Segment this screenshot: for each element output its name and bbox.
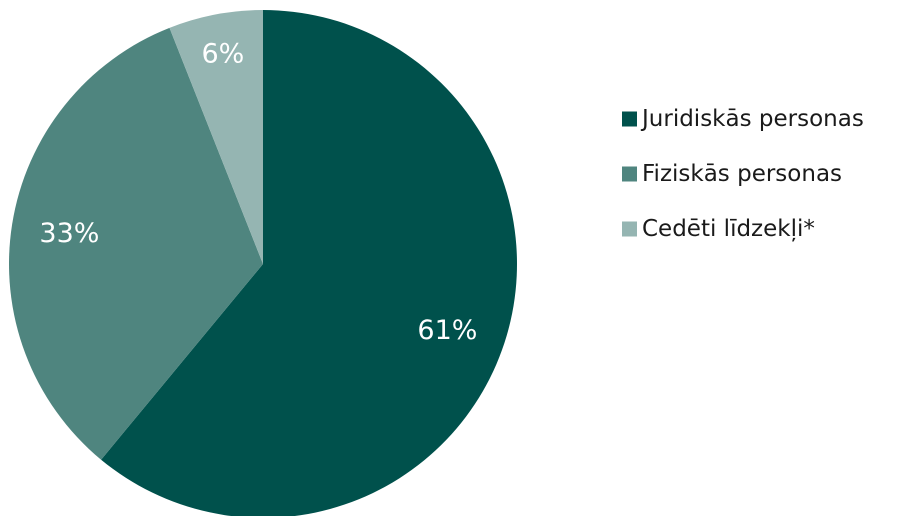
legend-swatch [622, 166, 637, 182]
legend-swatch [622, 221, 637, 237]
slice-value-label-fiziskas-personas: 33% [39, 218, 99, 249]
legend-label: Fiziskās personas [642, 161, 842, 187]
legend-label: Juridiskās personas [640, 106, 864, 132]
pie-slice-cedeti-lidzekli [169, 10, 263, 264]
pie-slice-fiziskas-personas [9, 27, 264, 460]
legend-label: Cedēti līdzekļi* [642, 216, 815, 242]
slice-value-label-juridiskas-personas: 61% [417, 315, 477, 346]
legend-item-juridiskas-personas: Juridiskās personas [622, 106, 864, 132]
legend: Juridiskās personas Fiziskās personas Cedē… [622, 106, 864, 242]
slice-value-labels: 61% 33% 6% [39, 38, 477, 346]
legend-swatch [622, 111, 637, 127]
pie-slice-juridiskas-personas [101, 10, 517, 516]
legend-item-cedeti-lidzekli: Cedēti līdzekļi* [622, 216, 815, 242]
pie-slices [9, 10, 517, 516]
slice-value-label-cedeti-lidzekli: 6% [201, 38, 244, 69]
legend-item-fiziskas-personas: Fiziskās personas [622, 161, 842, 187]
